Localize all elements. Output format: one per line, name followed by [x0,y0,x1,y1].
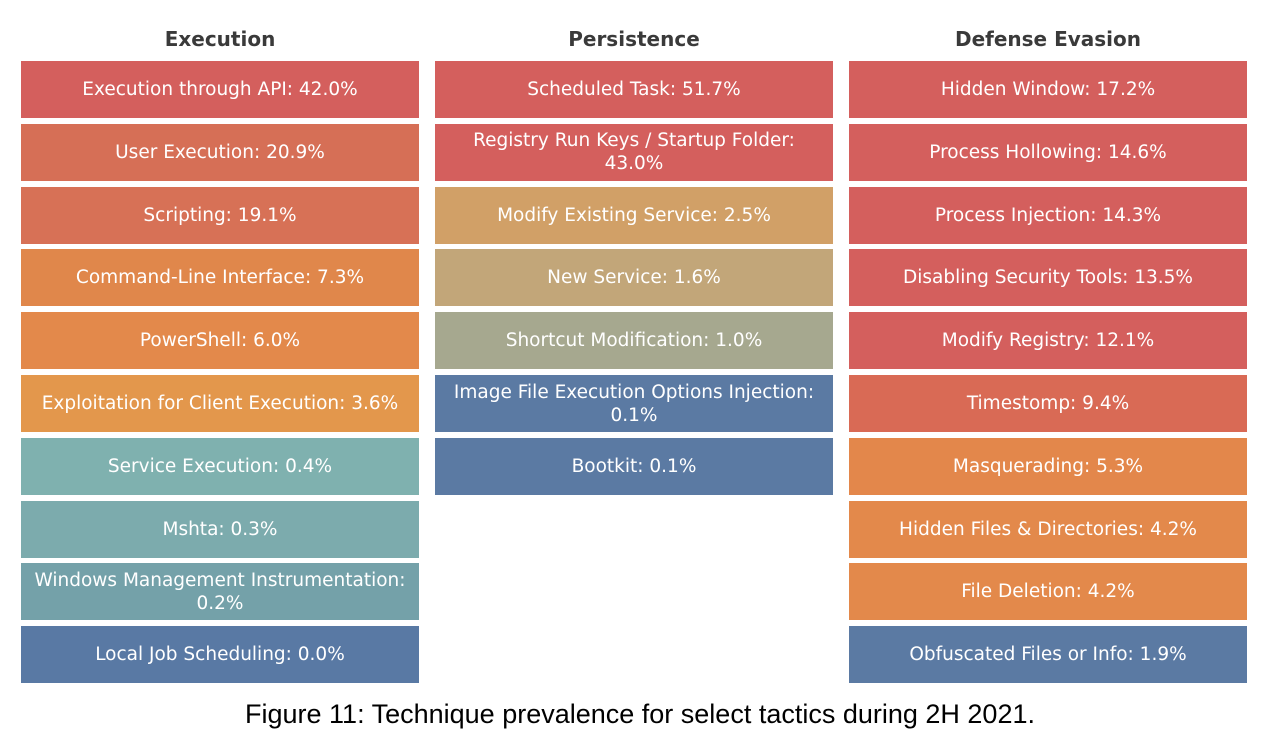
technique-label: Masquerading: 5.3% [952,455,1144,477]
technique-tile: Bootkit: 0.1% [435,437,833,495]
technique-label: Scheduled Task: 51.7% [527,79,741,100]
technique-tile: PowerShell: 6.0% [21,312,419,370]
technique-tile: Process Hollowing: 14.6% [849,123,1247,181]
technique-tile: Modify Existing Service: 2.5% [435,186,833,244]
technique-tile: Obfuscated Files or Info: 1.9% [849,626,1247,684]
technique-tile: Windows Management Instrumentation: 0.2% [21,563,419,621]
technique-tile: Scheduled Task: 51.7% [435,61,833,118]
technique-tile: Service Execution: 0.4% [21,437,419,495]
technique-label: Process Hollowing: 14.6% [929,141,1167,163]
technique-label: Exploitation for Client Execution: 3.6% [41,393,399,414]
technique-tile: Command-Line Interface: 7.3% [21,249,419,307]
technique-tile: New Service: 1.6% [435,249,833,307]
column-title-defense-evasion: Defense Evasion [954,27,1142,51]
technique-tile: Local Job Scheduling: 0.0% [21,626,419,684]
technique-tile: Modify Registry: 12.1% [849,312,1247,370]
technique-label: Hidden Window: 17.2% [940,79,1156,100]
technique-label: Shortcut Modification: 1.0% [505,330,763,352]
technique-tile: Timestomp: 9.4% [849,375,1247,432]
technique-label: Command-Line Interface: 7.3% [75,267,365,289]
technique-tile: Image File Execution Options Injection: … [435,375,833,432]
technique-label: Hidden Files & Directories: 4.2% [899,518,1197,540]
technique-label: Modify Existing Service: 2.5% [497,204,771,226]
technique-label: Local Job Scheduling: 0.0% [95,644,345,666]
technique-label: Windows Management Instrumentation: 0.2% [34,569,406,614]
technique-tile: Execution through API: 42.0% [21,61,419,118]
technique-label: Execution through API: 42.0% [82,79,358,100]
technique-label: Scripting: 19.1% [143,204,297,226]
technique-label: User Execution: 20.9% [115,141,325,163]
technique-tile: Process Injection: 14.3% [849,186,1247,244]
technique-label: PowerShell: 6.0% [139,330,301,352]
technique-tile: Masquerading: 5.3% [849,437,1247,495]
figure-caption: Figure 11: Technique prevalence for sele… [245,699,1035,729]
technique-tile: Scripting: 19.1% [21,186,419,244]
technique-tile: Registry Run Keys / Startup Folder: 43.0… [435,123,833,181]
technique-label: Mshta: 0.3% [162,518,278,540]
technique-label: Process Injection: 14.3% [934,204,1162,226]
technique-label: Image File Execution Options Injection: … [453,381,815,426]
technique-tile: Disabling Security Tools: 13.5% [849,249,1247,307]
technique-label: Modify Registry: 12.1% [941,330,1155,352]
technique-label: Obfuscated Files or Info: 1.9% [909,644,1187,666]
technique-label: File Deletion: 4.2% [961,581,1135,603]
technique-tile: Exploitation for Client Execution: 3.6% [21,375,419,432]
technique-tile: Mshta: 0.3% [21,500,419,558]
technique-label: Registry Run Keys / Startup Folder: 43.0… [473,130,795,175]
technique-label: Timestomp: 9.4% [966,393,1130,414]
column-title-execution: Execution [164,27,276,51]
technique-tile: Hidden Files & Directories: 4.2% [849,500,1247,558]
technique-label: Bootkit: 0.1% [571,455,697,477]
technique-tile: User Execution: 20.9% [21,123,419,181]
technique-label: Disabling Security Tools: 13.5% [902,267,1194,289]
technique-tile: File Deletion: 4.2% [849,563,1247,621]
technique-tile: Hidden Window: 17.2% [849,61,1247,118]
column-title-persistence: Persistence [568,27,700,51]
technique-label: New Service: 1.6% [547,267,721,289]
technique-tile: Shortcut Modification: 1.0% [435,312,833,370]
technique-label: Service Execution: 0.4% [107,455,333,477]
